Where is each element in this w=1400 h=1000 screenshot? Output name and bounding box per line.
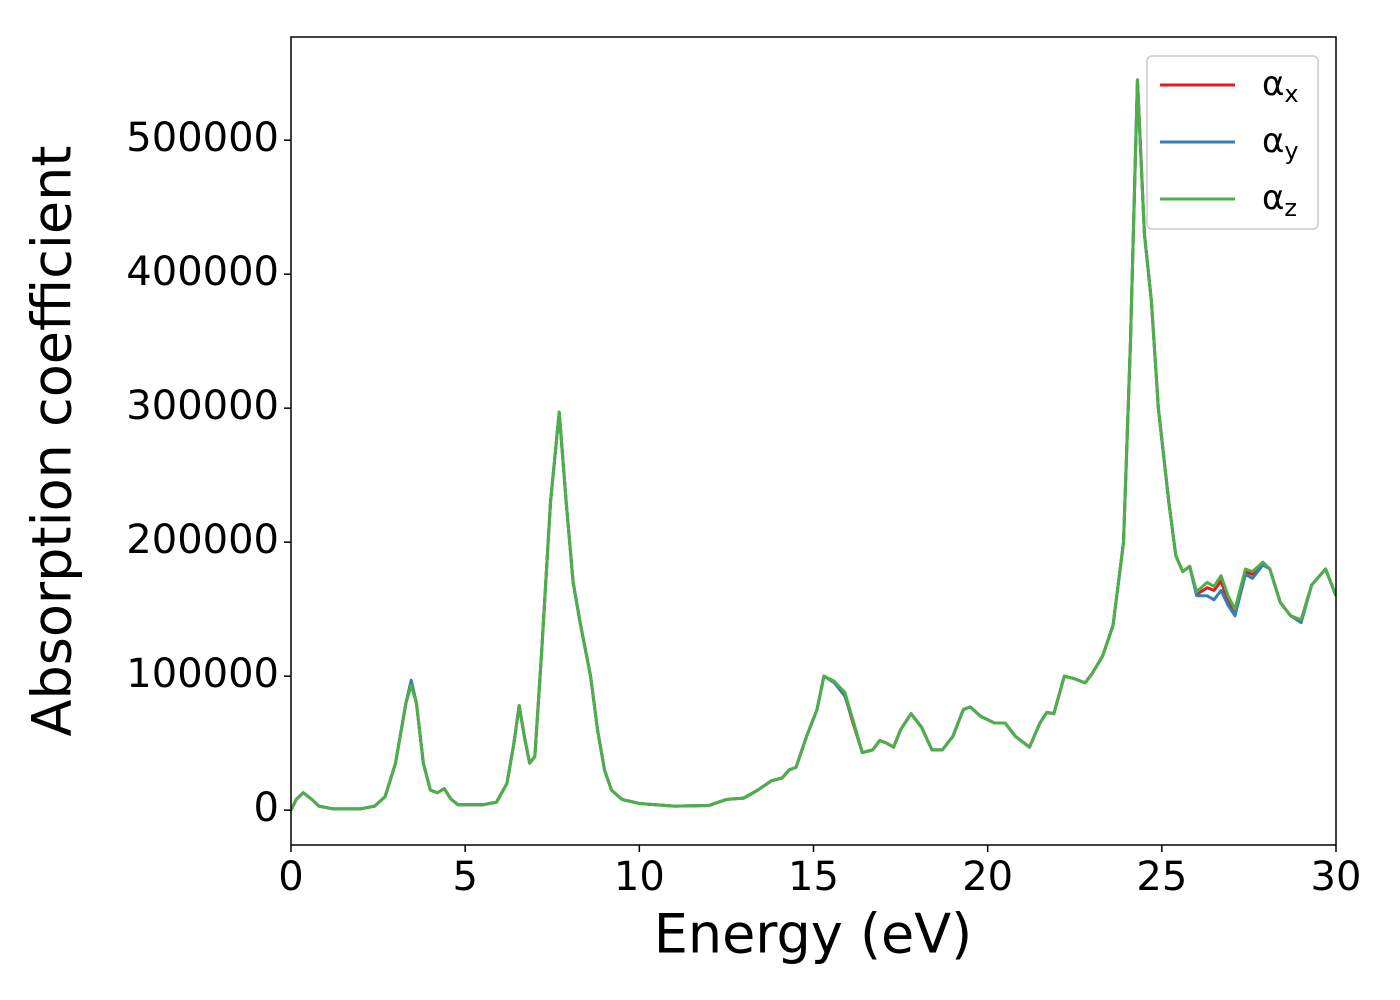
y-tick-label: 0: [254, 785, 279, 831]
legend-label-sub: z: [1284, 194, 1297, 222]
legend-label-main: α: [1262, 121, 1284, 161]
line-series: [291, 78, 1336, 811]
y-tick-label: 400000: [126, 249, 279, 295]
y-tick-label: 100000: [126, 651, 279, 697]
x-axis-label: Energy (eV): [654, 903, 973, 966]
x-tick-label: 10: [614, 854, 665, 900]
legend-label-main: α: [1262, 64, 1284, 104]
x-tick-label: 0: [278, 854, 303, 900]
x-tick-label: 30: [1311, 854, 1362, 900]
y-axis-label: Absorption coefficient: [21, 146, 84, 737]
x-tick-label: 25: [1136, 854, 1187, 900]
y-tick-label: 200000: [126, 517, 279, 563]
legend-label-main: α: [1262, 178, 1284, 218]
legend-label: αx: [1262, 64, 1299, 109]
plot-frame: [290, 36, 1337, 846]
x-tick-label: 5: [452, 854, 477, 900]
y-tick-label: 500000: [126, 115, 279, 161]
legend-label: αy: [1262, 121, 1299, 166]
x-tick-label: 15: [788, 854, 839, 900]
legend-label: αz: [1262, 178, 1297, 223]
y-tick-label: 300000: [126, 383, 279, 429]
x-tick-label: 20: [962, 854, 1013, 900]
legend-label-sub: x: [1284, 80, 1298, 108]
legend-label-sub: y: [1284, 137, 1298, 165]
